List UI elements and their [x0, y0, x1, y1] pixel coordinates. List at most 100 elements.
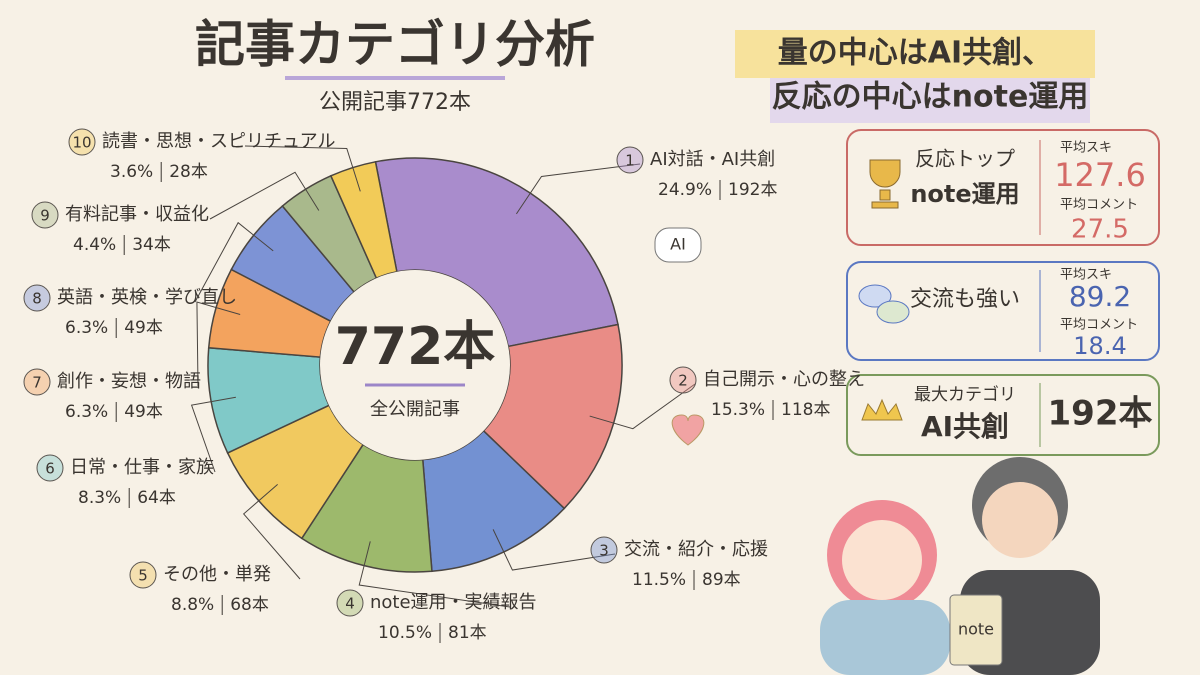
chart-title: 記事カテゴリ分析 [195, 16, 595, 74]
percent-label: 11.5% [632, 570, 686, 590]
count-label: 34本 [132, 235, 171, 255]
percent-label: 3.6% [110, 162, 153, 182]
count-label: 81本 [448, 623, 487, 643]
percent-label: 6.3% [65, 402, 108, 422]
card [846, 374, 1160, 456]
rank-badge [616, 146, 644, 174]
percent-label: 10.5% [378, 623, 432, 643]
category-label: その他・単発 [163, 564, 271, 585]
crown-icon [861, 398, 903, 421]
rank-number: 10 [72, 134, 91, 152]
count-label: 89本 [702, 570, 741, 590]
card [846, 129, 1160, 246]
callout: 反応の中心はnote運用 [772, 80, 1089, 115]
center-caption: 全公開記事 [370, 399, 460, 420]
donut [207, 157, 623, 573]
rank-number: 8 [32, 290, 42, 308]
count-label: 49本 [124, 318, 163, 338]
rank-badge [336, 589, 364, 617]
rank-number: 1 [625, 152, 635, 170]
metric-value: 192本 [1048, 394, 1153, 434]
notebook [949, 594, 1003, 666]
percent-label: 8.3% [78, 488, 121, 508]
card-name: AI共創 [921, 410, 1009, 443]
card [846, 261, 1160, 361]
rank-number: 3 [599, 542, 609, 560]
category-label: 交流・紹介・応援 [624, 539, 768, 560]
metric-label: 平均コメント [1060, 198, 1138, 213]
card-name: note運用 [910, 180, 1019, 208]
donut-hole [320, 270, 510, 460]
rank-badge [36, 454, 64, 482]
chat-icon [858, 284, 892, 308]
character [820, 600, 950, 675]
metric-value: 89.2 [1069, 280, 1131, 313]
metric-value: 27.5 [1071, 215, 1129, 245]
category-label: 自己開示・心の整え [703, 369, 865, 390]
category-label: 英語・英検・学び直し [57, 287, 237, 308]
leader-line [190, 396, 236, 473]
heart-icon [671, 414, 705, 446]
character [842, 520, 922, 600]
percent-label: 8.8% [171, 595, 214, 615]
percent-label: 24.9% [658, 180, 712, 200]
category-label: 創作・妄想・物語 [57, 371, 201, 392]
leader-line [589, 383, 696, 430]
metric-value: 127.6 [1054, 156, 1146, 194]
callout-highlight [770, 78, 1090, 123]
subtitle: 公開記事772本 [319, 90, 471, 115]
percent-label: 4.4% [73, 235, 116, 255]
count-label: 118本 [781, 400, 830, 420]
chat-icon [876, 300, 910, 324]
category-label: 日常・仕事・家族 [70, 457, 214, 478]
rank-number: 9 [40, 207, 50, 225]
leader-line [244, 145, 361, 192]
rank-badge [23, 368, 51, 396]
rank-badge [129, 561, 157, 589]
count-label: 192本 [728, 180, 777, 200]
count-label: 49本 [124, 402, 163, 422]
card-heading: 最大カテゴリ [914, 384, 1016, 405]
leader-line [194, 221, 274, 303]
count-label: 68本 [230, 595, 269, 615]
percent-label: 15.3% [711, 400, 765, 420]
center-value: 772本 [335, 317, 496, 377]
leader-line [492, 529, 616, 571]
metric-label: 平均スキ [1060, 268, 1112, 283]
percent-label: 6.3% [65, 318, 108, 338]
leader-line [242, 484, 301, 580]
category-label: note運用・実績報告 [370, 592, 537, 613]
rank-badge [68, 128, 96, 156]
rank-number: 6 [45, 460, 55, 478]
rank-badge [23, 284, 51, 312]
character [982, 482, 1058, 558]
rank-number: 7 [32, 374, 42, 392]
count-label: 64本 [137, 488, 176, 508]
rank-badge [590, 536, 618, 564]
ai-bubble [654, 227, 702, 263]
trophy-icon [869, 159, 901, 209]
leader-line [516, 163, 641, 215]
category-label: 有料記事・収益化 [65, 204, 209, 225]
rank-badge [669, 366, 697, 394]
leader-line [209, 171, 320, 220]
card-heading: 反応トップ [915, 147, 1015, 171]
count-label: 28本 [169, 162, 208, 182]
notebook-text: note [958, 620, 994, 639]
metric-value: 18.4 [1073, 332, 1126, 360]
category-label: 読書・思想・スピリチュアル [102, 131, 335, 152]
bubble-text: AI [670, 235, 686, 254]
rank-badge [31, 201, 59, 229]
metric-label: 平均スキ [1060, 141, 1112, 156]
rank-number: 4 [345, 595, 355, 613]
leader-line [358, 541, 511, 608]
callout-highlight [735, 30, 1095, 78]
category-label: AI対話・AI共創 [650, 149, 775, 170]
rank-number: 5 [138, 567, 148, 585]
card-heading: 交流も強い [910, 287, 1020, 312]
metric-label: 平均コメント [1060, 318, 1138, 333]
rank-number: 2 [678, 372, 688, 390]
callout: 量の中心はAI共創、 [778, 36, 1052, 71]
leader-line [196, 301, 241, 387]
